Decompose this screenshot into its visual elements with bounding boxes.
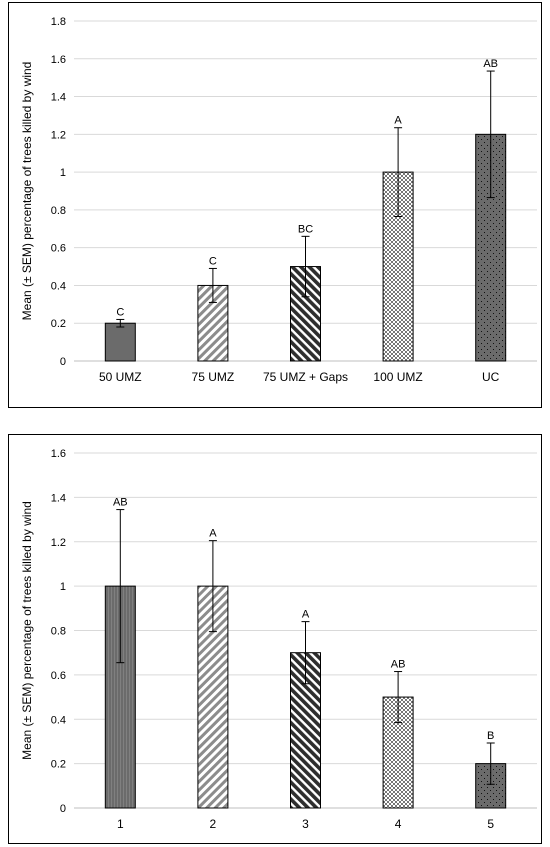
error-bar (116, 509, 125, 664)
chart-panel-bottom: 0 0.2 0.4 0.6 0.8 1 1.2 1.4 1.6 Mean (± SEM) perc… (8, 434, 542, 844)
error-bar (116, 318, 125, 328)
y-axis-title: Mean (± SEM) percentage of trees killed … (20, 501, 34, 760)
x-tick-label: 75 UMZ (192, 370, 235, 384)
bar-chart-bottom: 0 0.2 0.4 0.6 0.8 1 1.2 1.4 1.6 Mean (± SEM) perc… (20, 448, 537, 831)
x-tick-label: 4 (395, 817, 402, 831)
y-tick-label: 0.2 (51, 318, 66, 330)
y-tick-label: 0.6 (51, 243, 66, 255)
significance-label: A (394, 115, 402, 127)
x-tick-label: UC (482, 370, 500, 384)
y-tick-label: 0.8 (51, 626, 66, 638)
y-tick-label: 1.2 (51, 129, 66, 141)
y-tick-label: 0.8 (51, 205, 66, 217)
significance-label: C (116, 306, 124, 318)
significance-label: A (209, 528, 217, 540)
error-bar (208, 267, 217, 303)
y-tick-label: 1.4 (51, 92, 66, 104)
chart-panel-top: 0 0.2 0.4 0.6 0.8 1 1.2 1.4 1.6 1.8 Mean (± SEM) p… (8, 2, 542, 408)
y-tick-label: 1.6 (51, 54, 66, 66)
bar-chart-top: 0 0.2 0.4 0.6 0.8 1 1.2 1.4 1.6 1.8 Mean (± SEM) p… (20, 16, 537, 384)
error-bar (208, 540, 217, 633)
error-bar (394, 671, 403, 724)
significance-label: AB (483, 58, 498, 70)
significance-label: AB (113, 497, 128, 509)
y-tick-label: 0 (60, 356, 66, 368)
x-tick-label: 5 (487, 817, 494, 831)
significance-label: C (209, 255, 217, 267)
x-tick-label: 100 UMZ (373, 370, 422, 384)
error-bar (301, 621, 310, 685)
y-tick-label: 0 (60, 803, 66, 815)
significance-label: A (302, 609, 310, 621)
x-tick-label: 50 UMZ (99, 370, 142, 384)
y-tick-label: 0.4 (51, 714, 66, 726)
y-tick-label: 0.2 (51, 759, 66, 771)
error-bar (486, 742, 495, 785)
y-axis-title: Mean (± SEM) percentage of trees killed … (20, 62, 34, 321)
bar (197, 284, 229, 362)
bar (104, 322, 136, 362)
significance-label: B (487, 730, 494, 742)
y-tick-label: 0.4 (51, 280, 66, 292)
error-bar (394, 127, 403, 217)
error-bar (486, 70, 495, 199)
significance-label: AB (391, 659, 406, 671)
x-tick-label: 1 (117, 817, 124, 831)
y-tick-label: 0.6 (51, 670, 66, 682)
y-tick-label: 1.8 (51, 16, 66, 28)
significance-label: BC (298, 223, 313, 235)
y-tick-label: 1 (60, 581, 66, 593)
x-tick-label: 75 UMZ + Gaps (263, 370, 348, 384)
x-tick-label: 3 (302, 817, 309, 831)
y-tick-label: 1.2 (51, 537, 66, 549)
y-tick-label: 1.6 (51, 448, 66, 460)
y-tick-label: 1.4 (51, 492, 66, 504)
y-tick-label: 1 (60, 167, 66, 179)
x-tick-label: 2 (210, 817, 217, 831)
error-bar (301, 235, 310, 298)
